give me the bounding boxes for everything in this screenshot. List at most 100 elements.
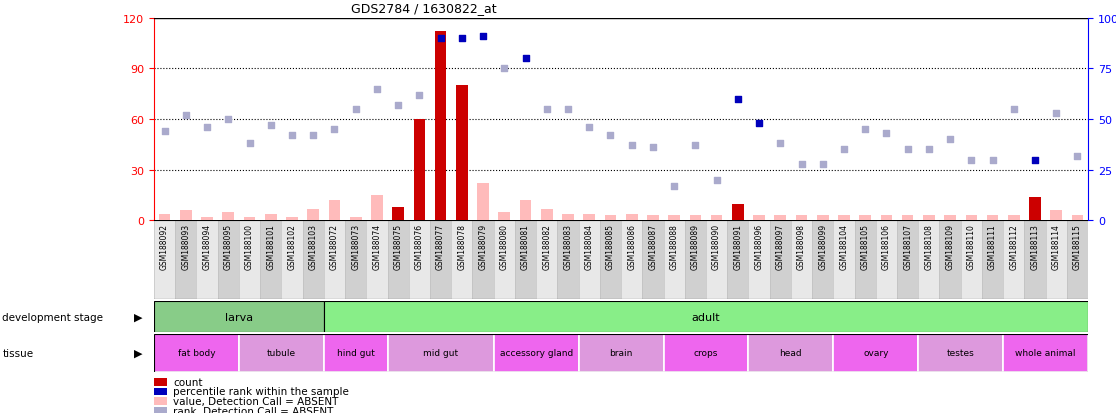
Point <box>368 86 386 93</box>
Bar <box>472 221 493 299</box>
Bar <box>180 211 192 221</box>
Bar <box>393 207 404 221</box>
Text: head: head <box>780 349 802 358</box>
Text: ovary: ovary <box>863 349 888 358</box>
Text: GSM188097: GSM188097 <box>776 223 785 269</box>
Bar <box>965 216 978 221</box>
Text: GDS2784 / 1630822_at: GDS2784 / 1630822_at <box>352 2 497 15</box>
Text: GSM188113: GSM188113 <box>1030 223 1039 269</box>
Point <box>517 56 535 62</box>
Text: GSM188090: GSM188090 <box>712 223 721 269</box>
Text: larva: larva <box>224 312 253 322</box>
Text: GSM188106: GSM188106 <box>882 223 891 269</box>
Bar <box>499 213 510 221</box>
Bar <box>307 209 319 221</box>
Bar <box>753 216 764 221</box>
Point <box>750 121 768 127</box>
Text: GSM188107: GSM188107 <box>903 223 912 269</box>
Point <box>411 92 429 99</box>
Text: GSM188081: GSM188081 <box>521 223 530 269</box>
Text: GSM188091: GSM188091 <box>733 223 742 269</box>
Point <box>983 157 1001 164</box>
Bar <box>243 218 256 221</box>
Bar <box>281 221 302 299</box>
Text: GSM188075: GSM188075 <box>394 223 403 269</box>
Text: GSM188078: GSM188078 <box>458 223 466 269</box>
Bar <box>1003 335 1088 372</box>
Point <box>856 126 874 133</box>
Text: GSM188104: GSM188104 <box>839 223 848 269</box>
Point <box>835 147 853 154</box>
Text: GSM188099: GSM188099 <box>818 223 827 269</box>
Point <box>665 183 683 190</box>
Bar <box>706 221 728 299</box>
Text: GSM188076: GSM188076 <box>415 223 424 269</box>
Point <box>814 161 831 168</box>
Text: GSM188077: GSM188077 <box>436 223 445 269</box>
Bar <box>876 221 897 299</box>
Text: GSM188083: GSM188083 <box>564 223 573 269</box>
Bar <box>302 221 324 299</box>
Bar <box>599 221 620 299</box>
Point <box>199 125 217 131</box>
Point <box>432 36 450 42</box>
Text: GSM188112: GSM188112 <box>1009 223 1018 269</box>
Bar <box>201 218 213 221</box>
Bar <box>408 221 430 299</box>
Point <box>1026 157 1043 164</box>
Text: GSM188096: GSM188096 <box>754 223 763 269</box>
Text: GSM188082: GSM188082 <box>542 223 551 269</box>
Point <box>283 133 301 139</box>
Bar <box>562 214 574 221</box>
Text: GSM188098: GSM188098 <box>797 223 806 269</box>
Bar <box>838 216 849 221</box>
Bar <box>855 221 876 299</box>
Text: testes: testes <box>946 349 974 358</box>
Point <box>644 145 662 152</box>
Bar <box>918 335 1003 372</box>
Bar <box>817 216 828 221</box>
Text: GSM188092: GSM188092 <box>160 223 170 269</box>
Point <box>920 147 937 154</box>
Bar <box>239 221 260 299</box>
Bar <box>387 335 493 372</box>
Bar <box>775 216 786 221</box>
Bar <box>478 184 489 221</box>
Bar <box>1024 221 1046 299</box>
Text: GSM188072: GSM188072 <box>330 223 339 269</box>
Bar <box>749 221 770 299</box>
Bar <box>264 214 277 221</box>
Bar <box>605 216 616 221</box>
Text: GSM188085: GSM188085 <box>606 223 615 269</box>
Bar <box>1003 221 1024 299</box>
Bar <box>982 221 1003 299</box>
Bar <box>158 214 171 221</box>
Text: GSM188088: GSM188088 <box>670 223 679 269</box>
Text: GSM188079: GSM188079 <box>479 223 488 269</box>
Bar <box>414 120 425 221</box>
Bar <box>770 221 791 299</box>
Text: crops: crops <box>694 349 719 358</box>
Bar <box>328 201 340 221</box>
Bar <box>366 221 387 299</box>
Text: GSM188100: GSM188100 <box>246 223 254 269</box>
Text: tubule: tubule <box>267 349 296 358</box>
Bar <box>578 221 599 299</box>
Bar <box>286 218 298 221</box>
Bar <box>940 221 961 299</box>
Bar <box>260 221 281 299</box>
Point <box>326 126 344 133</box>
Bar <box>520 201 531 221</box>
Bar <box>690 216 701 221</box>
Text: GSM188102: GSM188102 <box>288 223 297 269</box>
Bar <box>456 86 468 221</box>
Text: ▶: ▶ <box>134 312 143 322</box>
Point <box>496 66 513 73</box>
Text: whole animal: whole animal <box>1016 349 1076 358</box>
Bar <box>643 221 664 299</box>
Text: adult: adult <box>692 312 720 322</box>
Point <box>877 131 895 137</box>
Text: rank, Detection Call = ABSENT: rank, Detection Call = ABSENT <box>173 406 334 413</box>
Point <box>623 143 641 150</box>
Text: GSM188101: GSM188101 <box>267 223 276 269</box>
